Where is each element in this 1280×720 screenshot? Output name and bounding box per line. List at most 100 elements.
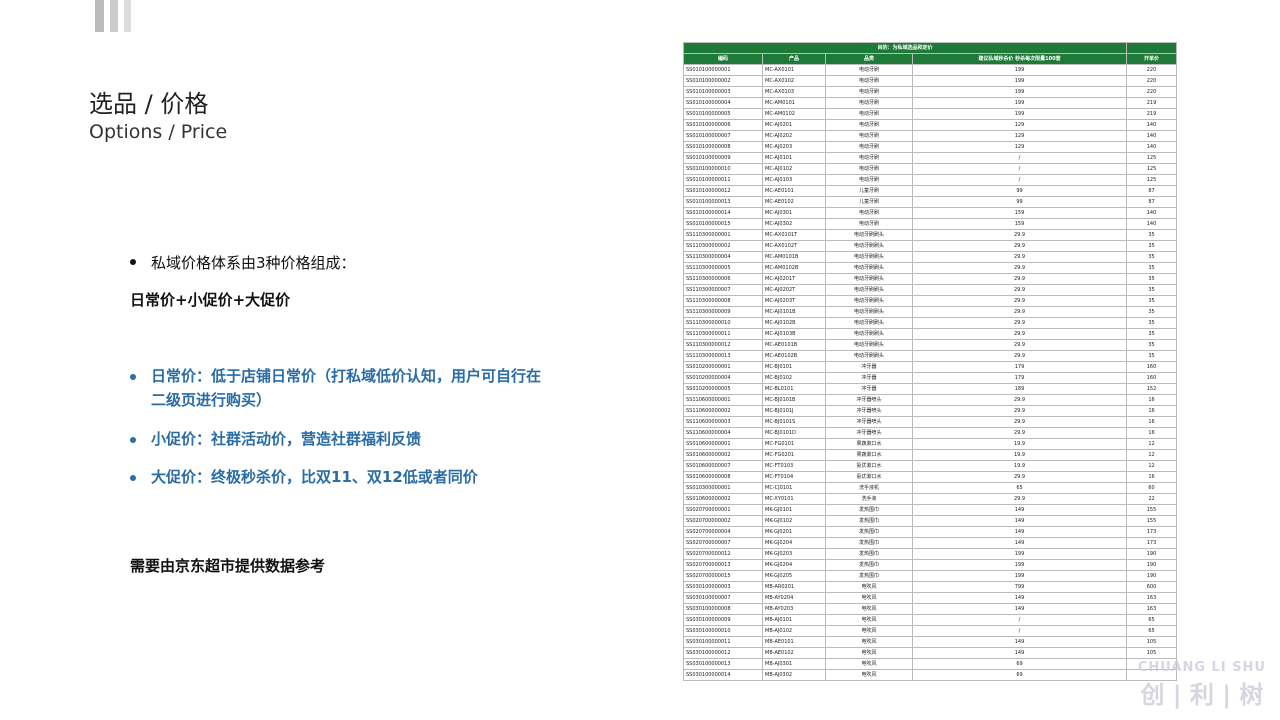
cell: 发热围巾 [825,515,913,527]
footer-note: 需要由京东超市提供数据参考 [130,557,326,575]
cell: 155 [1126,504,1178,516]
table-row: SS110300000011 MC-AJ0103B 电动牙刷刷头 29.9 35 [683,328,1178,340]
cell: MK-GJ0205 [762,570,826,582]
cell: 发热围巾 [825,570,913,582]
cell: 35 [1126,273,1178,285]
table-row: SS010100000005 MC-AM0102 电动牙刷 199 219 [683,108,1178,120]
table-row: SS030100000007 MB-AY0204 电吹风 149 163 [683,592,1178,604]
cell: SS030100000008 [683,603,763,615]
cell: 冲牙器喷头 [825,394,913,406]
bullet: 大促价：终极秒杀价，比双11、双12低或者同价 [130,465,571,489]
cell: 35 [1126,339,1178,351]
cell: 电吹风 [825,592,913,604]
cell [1126,669,1178,681]
cell: MC-FT0103 [762,460,826,472]
cell: SS110300000006 [683,273,763,285]
intro-text: 私域价格体系由3种价格组成： [151,254,356,272]
cell: SS010100000006 [683,119,763,131]
cell: 电吹风 [825,636,913,648]
cell: 电吹风 [825,614,913,626]
table-row: SS020700000001 MK-GJ0101 发热围巾 149 155 [683,504,1178,516]
price-table: 目的：为私域选品和定价 编码 产品 品类 建议私域秒杀价 秒杀每次限量100套 开单价 SS… [682,42,1178,681]
cell: SS020700000015 [683,570,763,582]
cell: 电动牙刷 [825,207,913,219]
cell: 29.9 [911,405,1128,417]
cell: 电动牙刷 [825,108,913,120]
cell: SS020700000002 [683,515,763,527]
cell: 电动牙刷 [825,152,913,164]
cell: 125 [1126,152,1178,164]
cell: SS030100000009 [683,614,763,626]
cell: 冲牙器 [825,372,913,384]
cell: 电动牙刷 [825,119,913,131]
cell: SS010600000001 [683,438,763,450]
cell: 199 [911,108,1128,120]
cell: SS110300000004 [683,251,763,263]
cell: 电吹风 [825,647,913,659]
cell: SS010200000001 [683,361,763,373]
table-row: SS110300000010 MC-AJ0102B 电动牙刷刷头 29.9 35 [683,317,1178,329]
cell: 29.9 [911,229,1128,241]
table-row: SS010100000007 MC-AJ0202 电动牙刷 129 140 [683,130,1178,142]
table-row: SS110300000012 MC-AE0101B 电动牙刷刷头 29.9 35 [683,339,1178,351]
cell: MC-AM0101 [762,97,826,109]
cell: 氨优漱口水 [825,460,913,472]
cell: 155 [1126,515,1178,527]
cell: 220 [1126,75,1178,87]
cell: 199 [911,75,1128,87]
cell: MC-AE0102 [762,196,826,208]
cell: 140 [1126,130,1178,142]
logo: CHUANG LI SHU 创 | 利 | 树 [1138,660,1266,710]
cell: 电动牙刷 [825,75,913,87]
cell: 29.9 [911,394,1128,406]
table-row: SS010600000002 MC-FG0201 果蔬漱口水 19.9 12 [683,449,1178,461]
cell: SS110300000001 [683,229,763,241]
cell: 29.9 [911,284,1128,296]
column-header: 产品 [762,53,826,65]
cell: SS110300000011 [683,328,763,340]
cell: MC-AJ0202 [762,130,826,142]
cell: 29.9 [911,251,1128,263]
table-row: SS030100000010 MB-AJ0102 电吹风/65 [683,625,1178,637]
cell: 果蔬漱口水 [825,438,913,450]
cell: 189 [911,383,1128,395]
cell: MK-GJ0101 [762,504,826,516]
table-row: SS010600000001 MC-FG0101 果蔬漱口水 19.9 12 [683,438,1178,450]
cell: MC-AJ0102 [762,163,826,175]
table-row: SS110300000005 MC-AM0102B 电动牙刷刷头 29.9 35 [683,262,1178,274]
cell: 29.9 [911,471,1128,483]
cell: SS020700000001 [683,504,763,516]
cell: SS010600000002 [683,493,763,505]
cell: MC-AJ0201 [762,119,826,131]
cell: SS020700000007 [683,537,763,549]
cell: 16 [1126,394,1178,406]
cell: MC-BJ0101S [762,416,826,428]
cell: 219 [1126,97,1178,109]
cell: MC-AJ0301 [762,207,826,219]
cell: 电吹风 [825,669,913,681]
cell: SS030100000014 [683,669,763,681]
cell: SS010200000005 [683,383,763,395]
cell: MC-FG0101 [762,438,826,450]
cell: 29.9 [911,306,1128,318]
intro: 私域价格体系由3种价格组成： [130,252,356,273]
cell: 125 [1126,163,1178,175]
cell: MC-AJ0202T [762,284,826,296]
cell: SS030100000011 [683,636,763,648]
cell: 149 [911,504,1128,516]
cell: 149 [911,526,1128,538]
cell: MC-AX0101 [762,64,826,76]
cell: 35 [1126,317,1178,329]
cell: 199 [911,64,1128,76]
cell: SS010100000003 [683,86,763,98]
cell: SS110300000013 [683,350,763,362]
cell: 160 [1126,372,1178,384]
cell: 电动牙刷刷头 [825,350,913,362]
logo-en: CHUANG LI SHU [1137,660,1266,675]
cell: SS110300000005 [683,262,763,274]
cell: SS030100000010 [683,625,763,637]
cell: SS110600000001 [683,394,763,406]
cell: 29.9 [911,493,1128,505]
cell: MC-BJ0101 [762,361,826,373]
cell: 60 [1126,482,1178,494]
